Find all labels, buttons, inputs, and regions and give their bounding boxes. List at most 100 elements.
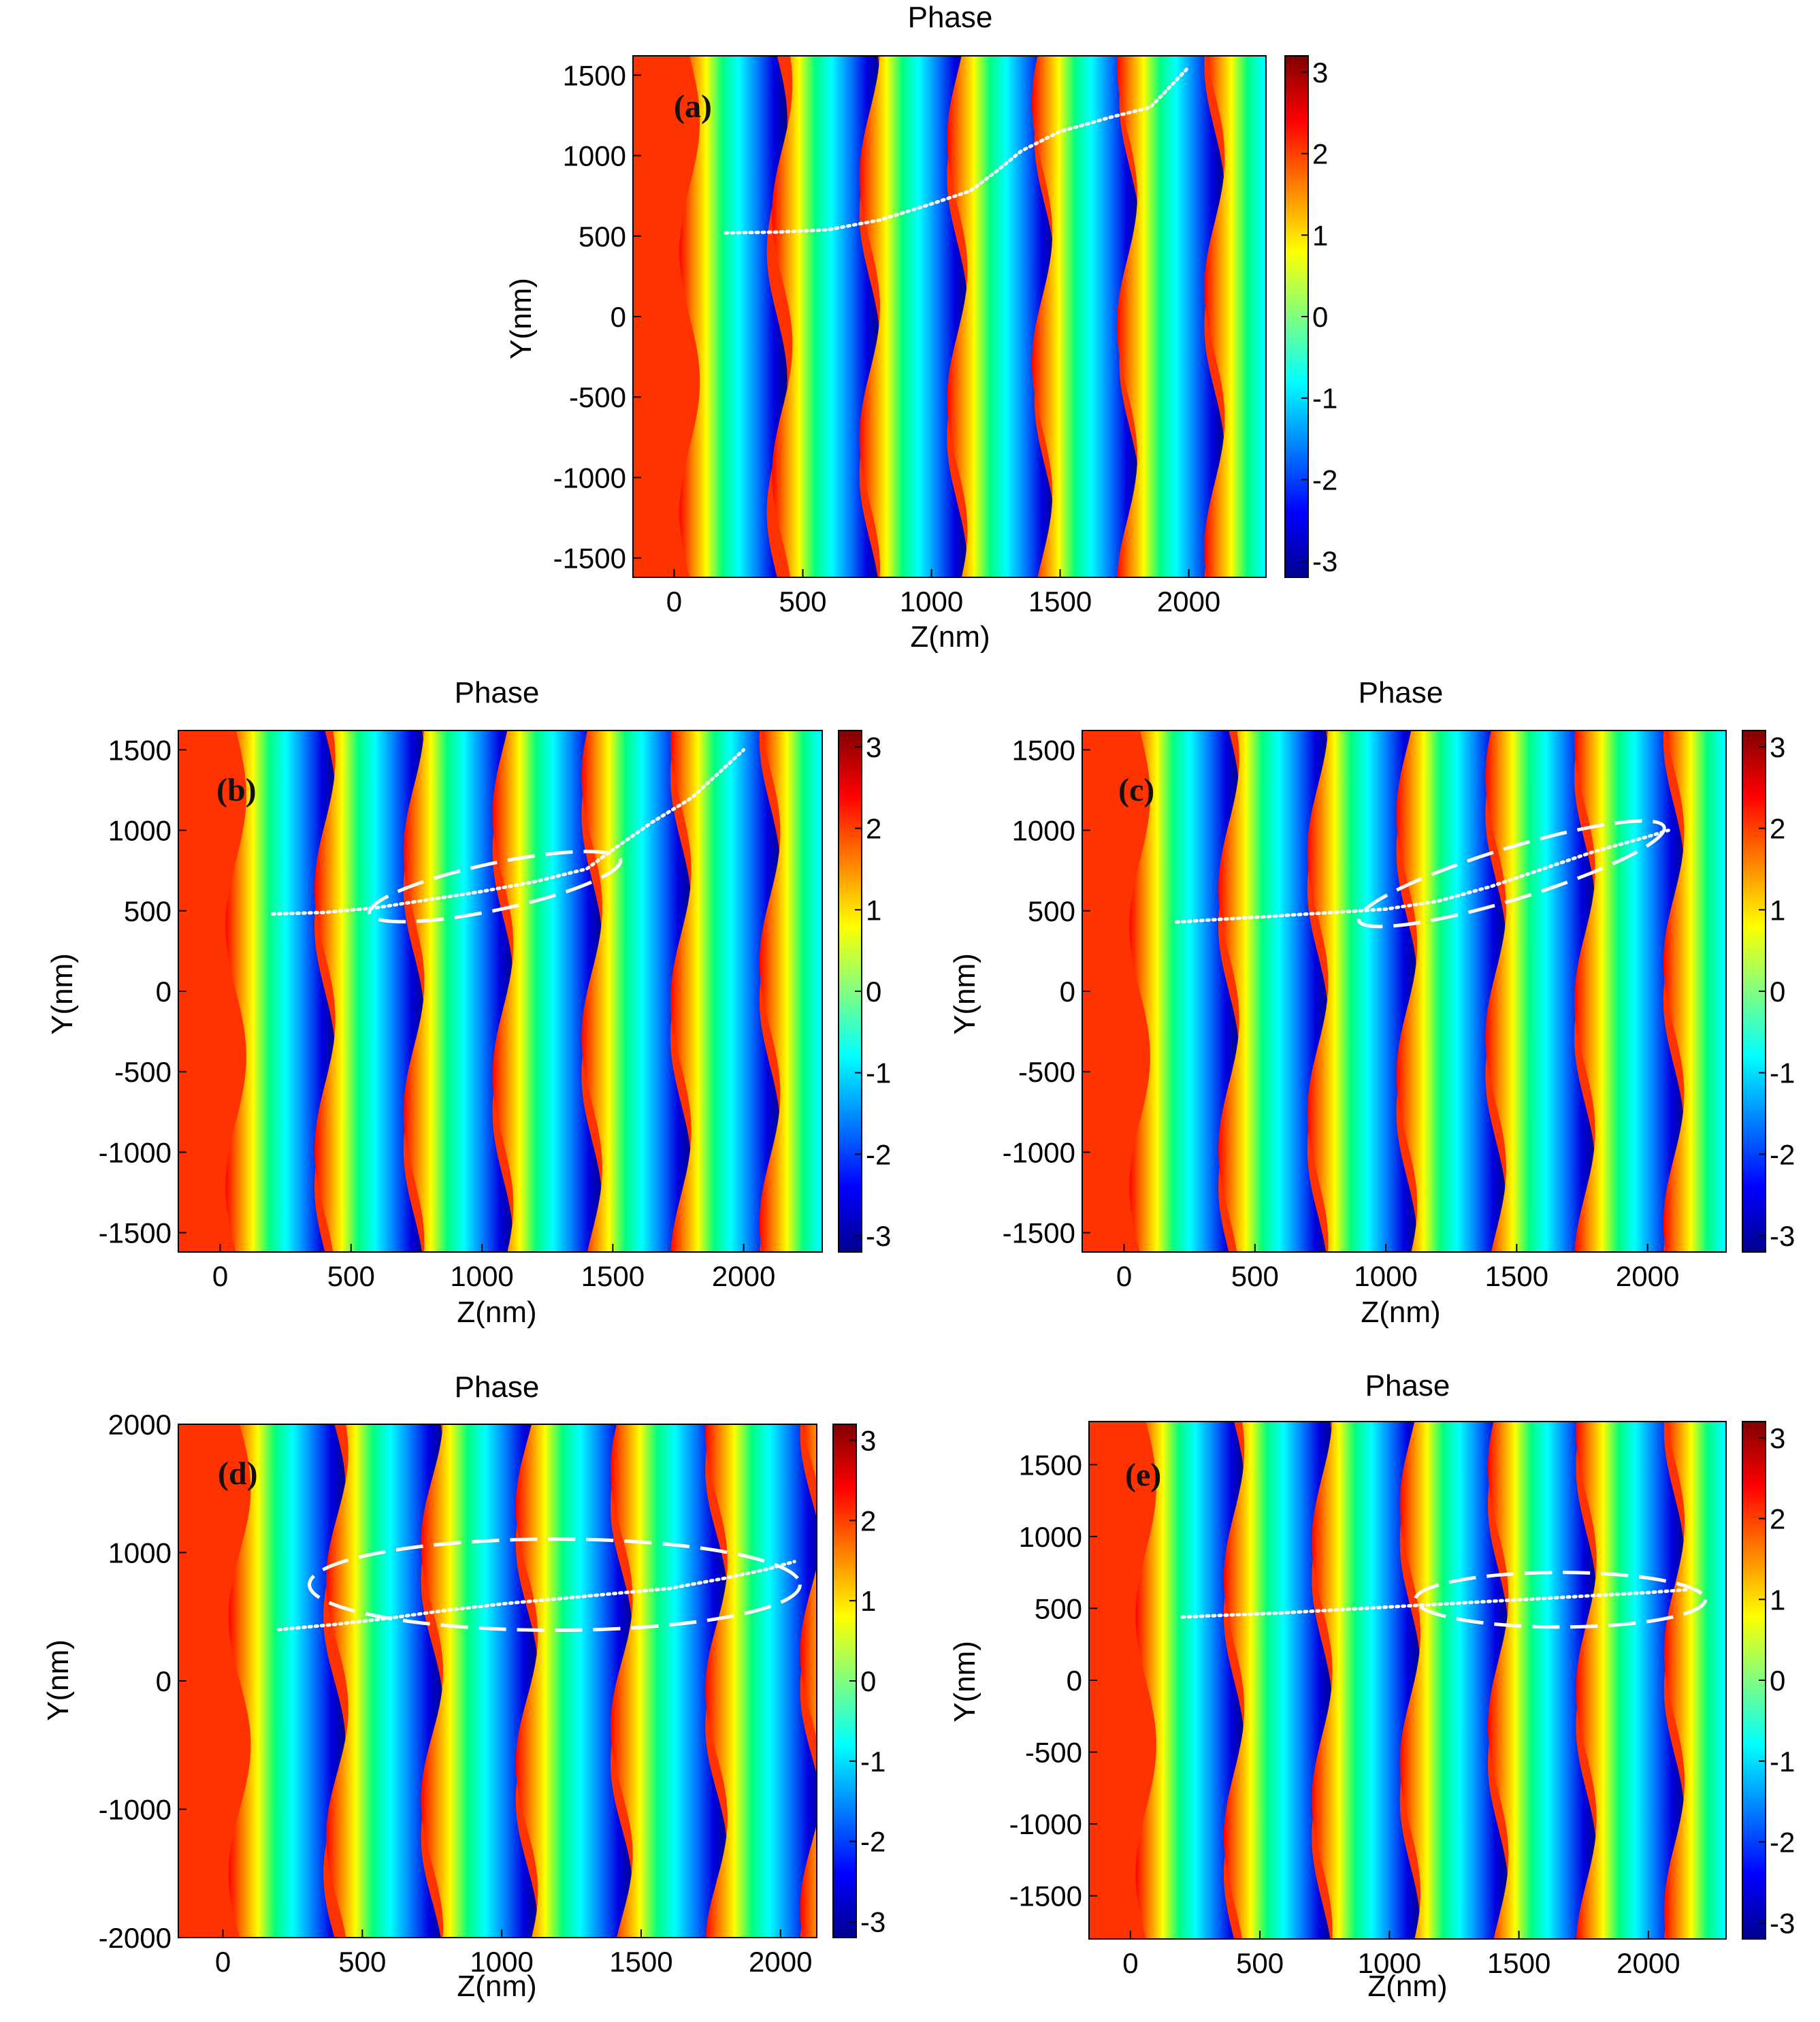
colorbar-tick-label: -3 [1312,545,1337,577]
phase-band [326,1424,444,1938]
panel-b-heatmap [178,730,823,1253]
x-tick-label: 0 [666,585,682,617]
panel-d-y-ticks: -2000 -1000 0 1000 2000 [99,1409,186,1954]
colorbar-tick-label: 2 [860,1505,876,1537]
y-tick-label: -1500 [553,543,626,575]
panel-b-ylabel: Y(nm) [46,953,79,1035]
x-tick-label: 0 [212,1260,228,1292]
y-tick-label: 500 [579,221,626,253]
panel-c-colorbar: -3 -2 -1 0 1 2 3 [1742,730,1795,1253]
phase-band [225,731,336,1252]
y-tick-label: 0 [1060,976,1075,1008]
phase-band [1116,56,1225,577]
focus-ellipse [368,850,623,924]
phase-band [1135,1422,1245,1939]
panel-e-ylabel: Y(nm) [948,1641,981,1722]
y-tick-label: -500 [1018,1056,1075,1088]
colorbar-gradient [1742,1421,1766,1940]
panel-d-colorbar: -3 -2 -1 0 1 2 3 [832,1424,885,1938]
panel-a: Phase (a) 0 500 1000 1500 2000 -1500-1000-50… [504,1,1337,654]
phase-band [515,1424,633,1938]
panel-c-heatmap [1082,730,1727,1253]
y-tick-label: 0 [611,301,626,333]
phase-band [670,731,781,1252]
colorbar-tick-label: 0 [1312,301,1328,333]
phase-band [610,1424,728,1938]
panel-d-heatmap [178,1424,817,1938]
y-tick-label: -1000 [553,462,626,494]
phase-band [859,56,968,577]
y-tick-label: -1000 [99,1136,172,1168]
phase-band [581,731,692,1252]
x-tick-label: 500 [779,585,826,617]
x-tick-label: 0 [1122,1947,1138,1979]
y-tick-label: 1500 [108,734,172,766]
colorbar-tick-label: 1 [1770,1584,1785,1616]
x-tick-label: 2000 [1157,585,1220,617]
y-tick-label: 1500 [563,59,626,91]
trajectory-line [277,1560,796,1632]
panel-b-field [178,731,822,1252]
colorbar-tick-label: 2 [866,813,881,845]
y-tick-label: -500 [1025,1737,1082,1769]
focus-ellipse [1413,1571,1708,1629]
colorbar-tick-label: 3 [1770,731,1785,763]
colorbar-tick-label: 2 [1770,813,1785,845]
panel-c-xlabel: Z(nm) [1361,1296,1440,1329]
y-tick-label: 1000 [1012,815,1075,847]
panel-c-label: (c) [1118,772,1154,808]
colorbar-tick-label: 3 [860,1425,876,1457]
colorbar-tick-label: 3 [1312,57,1328,89]
phase-band [1312,1422,1420,1939]
panel-d-label: (d) [218,1456,258,1492]
y-tick-label: 500 [1035,1592,1082,1624]
x-tick-label: 1000 [470,1946,533,1978]
x-tick-label: 1500 [609,1946,672,1978]
phase-band [1129,731,1239,1252]
x-tick-label: 2000 [712,1260,775,1292]
colorbar-tick-label: 1 [1770,894,1785,926]
x-tick-label: 1500 [1487,1947,1550,1979]
panel-a-label: (a) [674,89,712,125]
phase-band [228,1424,346,1938]
panel-b-y-ticks: -1500 -1000 -500 0 500 1000 1500 [99,734,186,1249]
y-tick-label: 1500 [1012,734,1075,766]
colorbar-tick-label: 0 [1770,976,1785,1008]
panel-c-title: Phase [1359,676,1444,709]
focus-ellipse [308,1537,802,1633]
x-tick-label: 500 [1231,1260,1279,1292]
colorbar-tick-label: 3 [866,731,881,763]
panel-d-field [178,1424,817,1938]
phase-band [314,731,425,1252]
x-tick-label: 1500 [1028,585,1092,617]
panel-b-xlabel: Z(nm) [457,1296,536,1329]
colorbar-tick-label: -2 [1312,464,1337,496]
panel-c-field [1082,731,1726,1252]
colorbar-tick-label: 2 [1770,1503,1785,1535]
panel-d: Phase (d) 0 500 1000 1500 2000 -2000-1000010… [42,1370,885,2003]
panel-e-xlabel: Z(nm) [1367,1970,1447,2003]
panel-e-label: (e) [1125,1457,1161,1493]
panel-b-title: Phase [455,676,540,709]
phase-band [772,56,880,577]
colorbar-tick-label: -1 [1770,1746,1795,1778]
panel-b-colorbar: -3 -2 -1 0 1 2 3 [838,730,891,1253]
x-tick-label: 2000 [749,1946,812,1978]
y-tick-label: -500 [569,381,626,413]
phase-band [1574,731,1685,1252]
panel-c-y-ticks: -1500 -1000 -500 0 500 1000 1500 [1003,734,1090,1249]
colorbar-tick-label: 0 [860,1665,876,1697]
colorbar-tick-label: -2 [860,1826,885,1858]
colorbar-tick-label: -3 [1770,1907,1795,1939]
phase-band [1204,56,1266,577]
x-tick-label: 500 [327,1260,375,1292]
panel-c-ylabel: Y(nm) [948,953,981,1035]
panel-e-y-ticks: -1500 -1000 -500 0 500 1000 1500 [1009,1449,1097,1912]
panel-e-colorbar: -3 -2 -1 0 1 2 3 [1742,1421,1795,1940]
colorbar-tick-label: -2 [1770,1138,1795,1170]
focus-ellipse [1356,819,1666,929]
y-tick-label: 1000 [563,140,626,172]
panel-e-heatmap [1088,1421,1727,1940]
panel-d-xlabel: Z(nm) [457,1970,536,2003]
